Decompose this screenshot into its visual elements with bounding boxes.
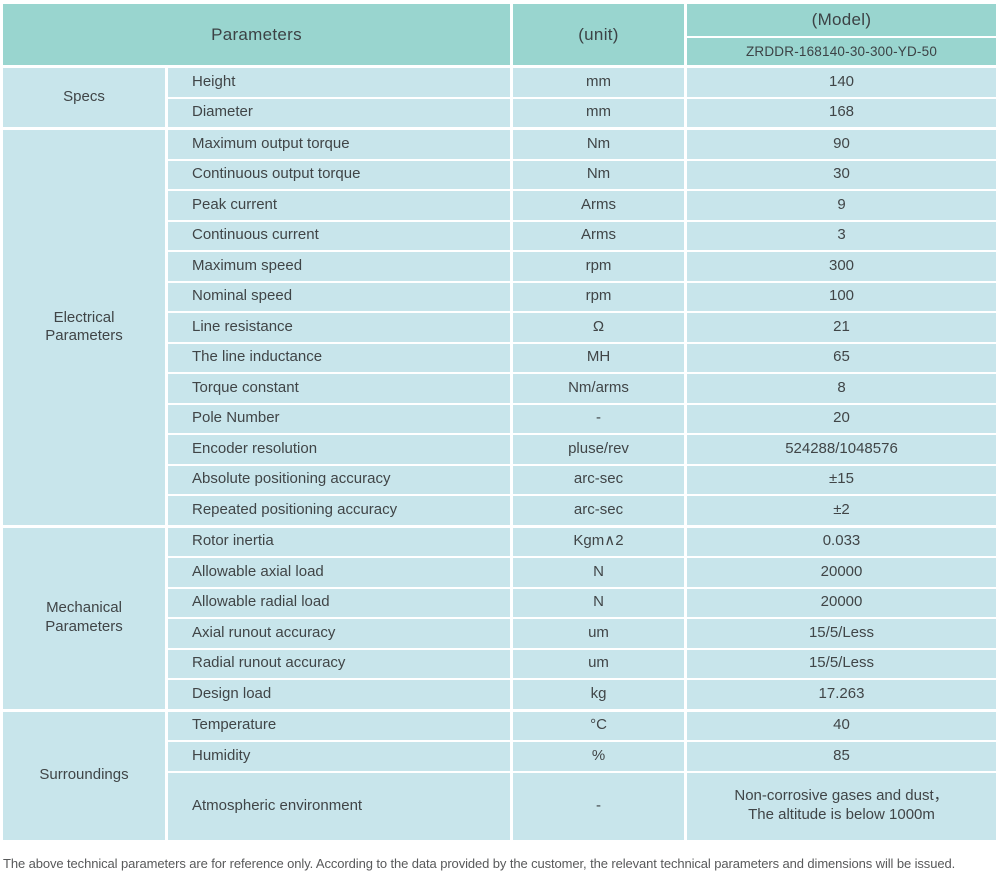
param-cell: Height [168, 68, 510, 97]
param-cell: Encoder resolution [168, 435, 510, 464]
section-mechanical: Mechanical Parameters Rotor inertia Kgm∧2 0… [3, 527, 996, 709]
param-cell: The line inductance [168, 343, 510, 372]
value-cell: 40 [687, 711, 996, 740]
param-cell: Nominal speed [168, 282, 510, 311]
section-electrical: Electrical Parameters Maximum output torq… [3, 130, 996, 525]
unit-cell: Kgm∧2 [513, 527, 684, 556]
table-body: Specs Height mm 140 Diameter mm 168 Electrical … [3, 68, 996, 840]
value-cell: 524288/1048576 [687, 435, 996, 464]
value-cell: 8 [687, 374, 996, 403]
section-label: Specs [3, 68, 165, 127]
param-cell: Atmospheric environment [168, 772, 510, 840]
value-cell: 85 [687, 742, 996, 771]
param-cell: Design load [168, 680, 510, 709]
section-label: Electrical Parameters [3, 130, 165, 525]
param-cell: Continuous output torque [168, 160, 510, 189]
unit-cell: rpm [513, 252, 684, 281]
value-cell: 100 [687, 282, 996, 311]
param-cell: Allowable axial load [168, 558, 510, 587]
footer-note: The above technical parameters are for r… [3, 855, 956, 871]
value-cell: 9 [687, 191, 996, 220]
section-surroundings: Surroundings Temperature °C 40 Humidity% 85 At… [3, 711, 996, 840]
unit-cell: N [513, 558, 684, 587]
param-cell: Peak current [168, 191, 510, 220]
param-cell: Pole Number [168, 404, 510, 433]
value-cell: 65 [687, 343, 996, 372]
unit-cell: Nm [513, 130, 684, 159]
section-specs: Specs Height mm 140 Diameter mm 168 [3, 68, 996, 127]
value-cell: 168 [687, 98, 996, 127]
value-cell: ±15 [687, 465, 996, 494]
value-cell: 21 [687, 313, 996, 342]
param-cell: Allowable radial load [168, 588, 510, 617]
unit-cell: arc-sec [513, 465, 684, 494]
param-cell: Radial runout accuracy [168, 649, 510, 678]
unit-column-header: (unit) [513, 4, 684, 65]
unit-cell: Nm/arms [513, 374, 684, 403]
unit-cell: arc-sec [513, 496, 684, 525]
value-cell: 17.263 [687, 680, 996, 709]
param-cell: Axial runout accuracy [168, 619, 510, 648]
section-label: Surroundings [3, 711, 165, 840]
param-cell: Temperature [168, 711, 510, 740]
table-header: Parameters (unit) (Model) ZRDDR-168140-3… [3, 4, 996, 65]
unit-cell: rpm [513, 282, 684, 311]
param-cell: Line resistance [168, 313, 510, 342]
unit-cell: mm [513, 68, 684, 97]
param-cell: Maximum output torque [168, 130, 510, 159]
unit-cell: um [513, 649, 684, 678]
value-cell: ±2 [687, 496, 996, 525]
value-cell: Non-corrosive gases and dust， The altitu… [687, 772, 996, 840]
unit-cell: °C [513, 711, 684, 740]
param-cell: Diameter [168, 98, 510, 127]
value-cell: 15/5/Less [687, 649, 996, 678]
unit-cell: Arms [513, 191, 684, 220]
unit-cell: - [513, 404, 684, 433]
unit-cell: - [513, 772, 684, 840]
unit-cell: Nm [513, 160, 684, 189]
value-cell: 90 [687, 130, 996, 159]
value-cell: 20000 [687, 588, 996, 617]
value-cell: 20 [687, 404, 996, 433]
section-label: Mechanical Parameters [3, 527, 165, 709]
value-cell: 3 [687, 221, 996, 250]
param-cell: Continuous current [168, 221, 510, 250]
param-cell: Torque constant [168, 374, 510, 403]
unit-cell: N [513, 588, 684, 617]
unit-cell: um [513, 619, 684, 648]
unit-cell: kg [513, 680, 684, 709]
value-cell: 0.033 [687, 527, 996, 556]
param-cell: Rotor inertia [168, 527, 510, 556]
value-cell: 15/5/Less [687, 619, 996, 648]
param-cell: Absolute positioning accuracy [168, 465, 510, 494]
unit-cell: MH [513, 343, 684, 372]
unit-cell: pluse/rev [513, 435, 684, 464]
unit-cell: Ω [513, 313, 684, 342]
value-cell: 30 [687, 160, 996, 189]
param-cell: Humidity [168, 742, 510, 771]
model-column-header: (Model) [687, 4, 996, 36]
value-cell: 20000 [687, 558, 996, 587]
param-cell: Repeated positioning accuracy [168, 496, 510, 525]
parameters-column-header: Parameters [3, 4, 510, 65]
unit-cell: % [513, 742, 684, 771]
model-number: ZRDDR-168140-30-300-YD-50 [687, 38, 996, 65]
param-cell: Maximum speed [168, 252, 510, 281]
unit-cell: mm [513, 98, 684, 127]
value-cell: 300 [687, 252, 996, 281]
value-cell: 140 [687, 68, 996, 97]
unit-cell: Arms [513, 221, 684, 250]
